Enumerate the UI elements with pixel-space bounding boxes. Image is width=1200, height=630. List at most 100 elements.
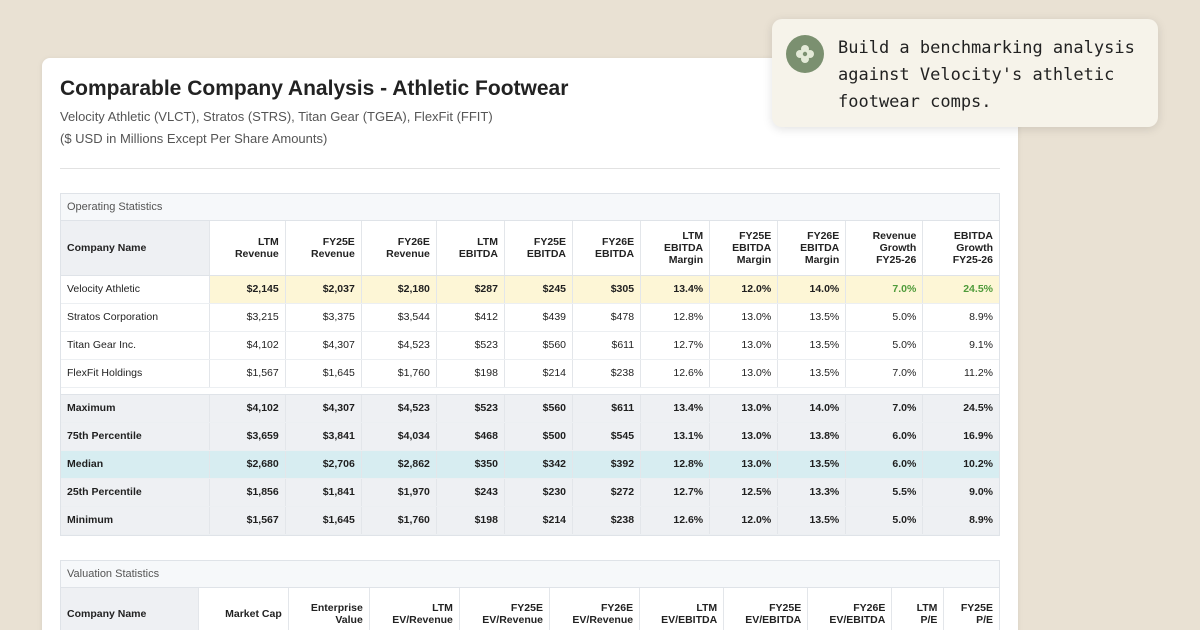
table-cell: $2,037 xyxy=(285,275,362,304)
table-cell: 12.7% xyxy=(640,478,711,507)
page-subtitle: Velocity Athletic (VLCT), Stratos (STRS)… xyxy=(60,109,493,124)
column-header-fy25e-ev-ebitda: FY25E EV/EBITDA xyxy=(723,587,809,630)
table-cell: 8.9% xyxy=(922,506,999,535)
table-cell: $611 xyxy=(572,331,642,360)
stat-row-75th-percentile: 75th Percentile $3,659 $3,841 $4,034 $468 $50… xyxy=(61,422,999,451)
table-cell: $243 xyxy=(436,478,505,507)
table-cell: $1,970 xyxy=(361,478,437,507)
table-cell: 13.3% xyxy=(777,478,847,507)
table-cell: $3,841 xyxy=(285,422,362,451)
table-cell: 7.0% xyxy=(845,394,924,423)
table-cell: 14.0% xyxy=(777,275,847,304)
operating-statistics-section: Operating Statistics Company Name LTM Rev… xyxy=(60,193,1000,536)
stat-row-maximum: Maximum $4,102 $4,307 $4,523 $523 $560 $611 13.… xyxy=(61,394,999,423)
table-cell: $245 xyxy=(504,275,574,304)
table-row-velocity-athletic: Velocity Athletic $2,145 $2,037 $2,180 $287 $… xyxy=(61,275,999,304)
valuation-statistics-section: Valuation Statistics Company Name Market … xyxy=(60,559,1000,630)
table-cell: $1,567 xyxy=(209,359,286,388)
column-header-fy25e-ebitda-margin: FY25E EBITDA Margin xyxy=(709,221,779,276)
table-cell: $1,760 xyxy=(361,359,437,388)
table-cell: 12.0% xyxy=(709,506,779,535)
table-cell: 12.8% xyxy=(640,450,711,479)
table-cell: $238 xyxy=(572,506,642,535)
spacer-cell xyxy=(61,387,999,395)
divider xyxy=(60,168,1000,169)
column-header-ltm-ev-revenue: LTM EV/Revenue xyxy=(369,587,460,630)
table-cell: $545 xyxy=(572,422,642,451)
table-cell: $1,645 xyxy=(285,506,362,535)
table-cell: $287 xyxy=(436,275,505,304)
table-cell: $198 xyxy=(436,506,505,535)
table-cell: 6.0% xyxy=(845,450,924,479)
column-header-fy26e-revenue: FY26E Revenue xyxy=(361,221,437,276)
table-cell: 13.5% xyxy=(777,303,847,332)
table-cell: 5.5% xyxy=(845,478,924,507)
table-row-stratos-corporation: Stratos Corporation $3,215 $3,375 $3,544 $41… xyxy=(61,303,999,332)
table-cell: 5.0% xyxy=(845,506,924,535)
table-cell: $214 xyxy=(504,359,574,388)
table-cell: $523 xyxy=(436,394,505,423)
table-cell: 13.0% xyxy=(709,331,779,360)
table-cell: $198 xyxy=(436,359,505,388)
column-header-enterprise-value: Enterprise Value xyxy=(288,587,370,630)
valuation-statistics-table: Company Name Market Cap Enterprise Value LT… xyxy=(61,587,999,630)
table-cell: 13.8% xyxy=(777,422,847,451)
table-cell: $2,706 xyxy=(285,450,362,479)
table-cell: $238 xyxy=(572,359,642,388)
table-cell: $560 xyxy=(504,331,574,360)
column-header-ltm-p-e: LTM P/E xyxy=(891,587,945,630)
table-cell: $500 xyxy=(504,422,574,451)
table-cell: 7.0% xyxy=(845,275,924,304)
table-cell: $439 xyxy=(504,303,574,332)
table-cell: 13.0% xyxy=(709,450,779,479)
table-cell: $1,841 xyxy=(285,478,362,507)
table-cell: $305 xyxy=(572,275,642,304)
column-header-fy26e-ev-revenue: FY26E EV/Revenue xyxy=(549,587,641,630)
table-cell: 9.0% xyxy=(922,478,999,507)
column-header-ltm-ebitda-margin: LTM EBITDA Margin xyxy=(640,221,711,276)
prompt-text: Build a benchmarking analysis against Ve… xyxy=(838,38,1135,112)
table-cell: 6.0% xyxy=(845,422,924,451)
table-cell: Velocity Athletic xyxy=(61,275,210,304)
table-cell: $478 xyxy=(572,303,642,332)
column-header-fy26e-ev-ebitda: FY26E EV/EBITDA xyxy=(807,587,893,630)
table-cell: $4,523 xyxy=(361,331,437,360)
table-cell: $230 xyxy=(504,478,574,507)
table-cell: 13.0% xyxy=(709,359,779,388)
table-cell: 14.0% xyxy=(777,394,847,423)
table-cell: $214 xyxy=(504,506,574,535)
table-cell: $4,034 xyxy=(361,422,437,451)
table-cell: 24.5% xyxy=(922,394,999,423)
table-cell: $3,375 xyxy=(285,303,362,332)
table-cell: 5.0% xyxy=(845,331,924,360)
table-cell: $3,215 xyxy=(209,303,286,332)
table-cell: 10.2% xyxy=(922,450,999,479)
table-cell: Titan Gear Inc. xyxy=(61,331,210,360)
table-cell: 12.8% xyxy=(640,303,711,332)
table-cell: $2,180 xyxy=(361,275,437,304)
table-cell: Median xyxy=(61,450,210,479)
table-cell: $4,102 xyxy=(209,394,286,423)
clover-icon xyxy=(786,35,824,73)
table-cell: $2,145 xyxy=(209,275,286,304)
table-cell: 16.9% xyxy=(922,422,999,451)
table-cell: 24.5% xyxy=(922,275,999,304)
column-header-market-cap: Market Cap xyxy=(198,587,289,630)
table-cell: $4,307 xyxy=(285,331,362,360)
table-cell: $1,567 xyxy=(209,506,286,535)
table-cell: $412 xyxy=(436,303,505,332)
table-cell: $3,544 xyxy=(361,303,437,332)
table-spacer xyxy=(61,387,999,395)
table-cell: 7.0% xyxy=(845,359,924,388)
table-cell: 11.2% xyxy=(922,359,999,388)
table-cell: 13.0% xyxy=(709,303,779,332)
table-cell: 13.5% xyxy=(777,331,847,360)
table-cell: 12.5% xyxy=(709,478,779,507)
table-cell: $1,760 xyxy=(361,506,437,535)
table-cell: Maximum xyxy=(61,394,210,423)
table-cell: 13.4% xyxy=(640,394,711,423)
table-cell: 12.6% xyxy=(640,506,711,535)
table-row-flexfit-holdings: FlexFit Holdings $1,567 $1,645 $1,760 $198 $2… xyxy=(61,359,999,388)
table-cell: $3,659 xyxy=(209,422,286,451)
stat-row-minimum: Minimum $1,567 $1,645 $1,760 $198 $214 $238 12.… xyxy=(61,506,999,535)
